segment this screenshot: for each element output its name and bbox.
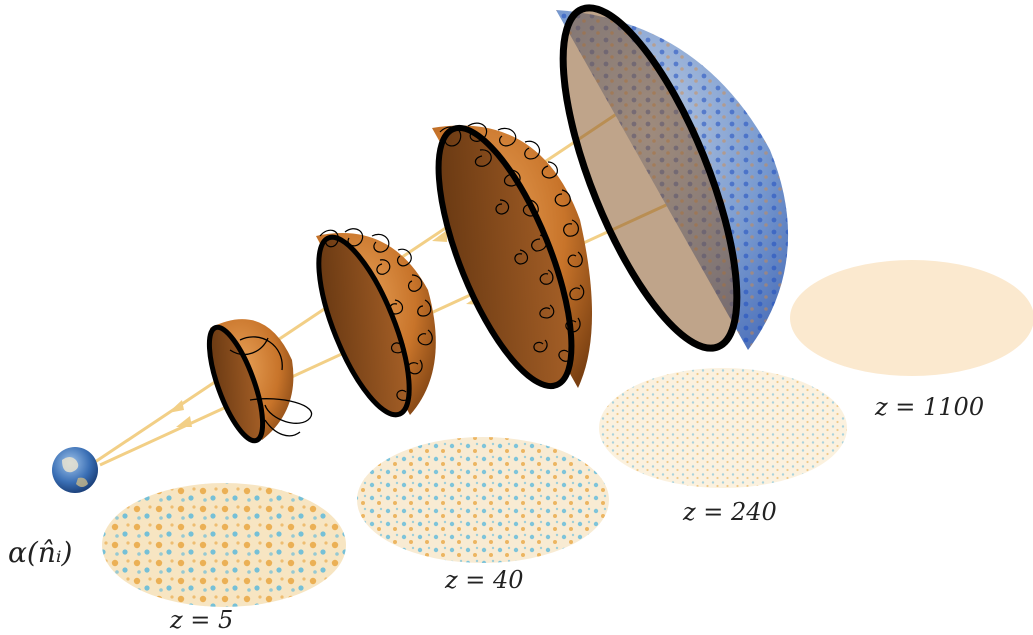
shell-rim [316, 234, 412, 418]
map-z240 [599, 368, 847, 488]
redshift-label-z40: z = 40 [444, 566, 524, 594]
magnetic-loops [439, 122, 585, 362]
shell-rim [206, 324, 266, 444]
redshift-label-z1100: z = 1100 [874, 393, 984, 421]
shell-z40 [316, 228, 436, 418]
cmb-rim [559, 4, 741, 352]
redshift-label-z5: z = 5 [169, 606, 233, 634]
earth-icon [52, 447, 98, 493]
shell-cmb [556, 4, 789, 352]
alpha-label: α(n̂ᵢ) [8, 536, 72, 569]
magnetic-loops [319, 228, 433, 402]
shell-z5 [206, 319, 313, 444]
magnetic-loops [229, 336, 313, 437]
redshift-label-z240: z = 240 [682, 498, 777, 526]
map-z5 [102, 483, 346, 607]
arrowhead [168, 400, 184, 413]
arrowhead [176, 416, 192, 427]
arrowhead [432, 230, 447, 242]
shell-z240 [432, 122, 593, 390]
map-z40 [357, 437, 609, 563]
map-z1100 [790, 260, 1033, 376]
shell-rim [435, 124, 575, 390]
